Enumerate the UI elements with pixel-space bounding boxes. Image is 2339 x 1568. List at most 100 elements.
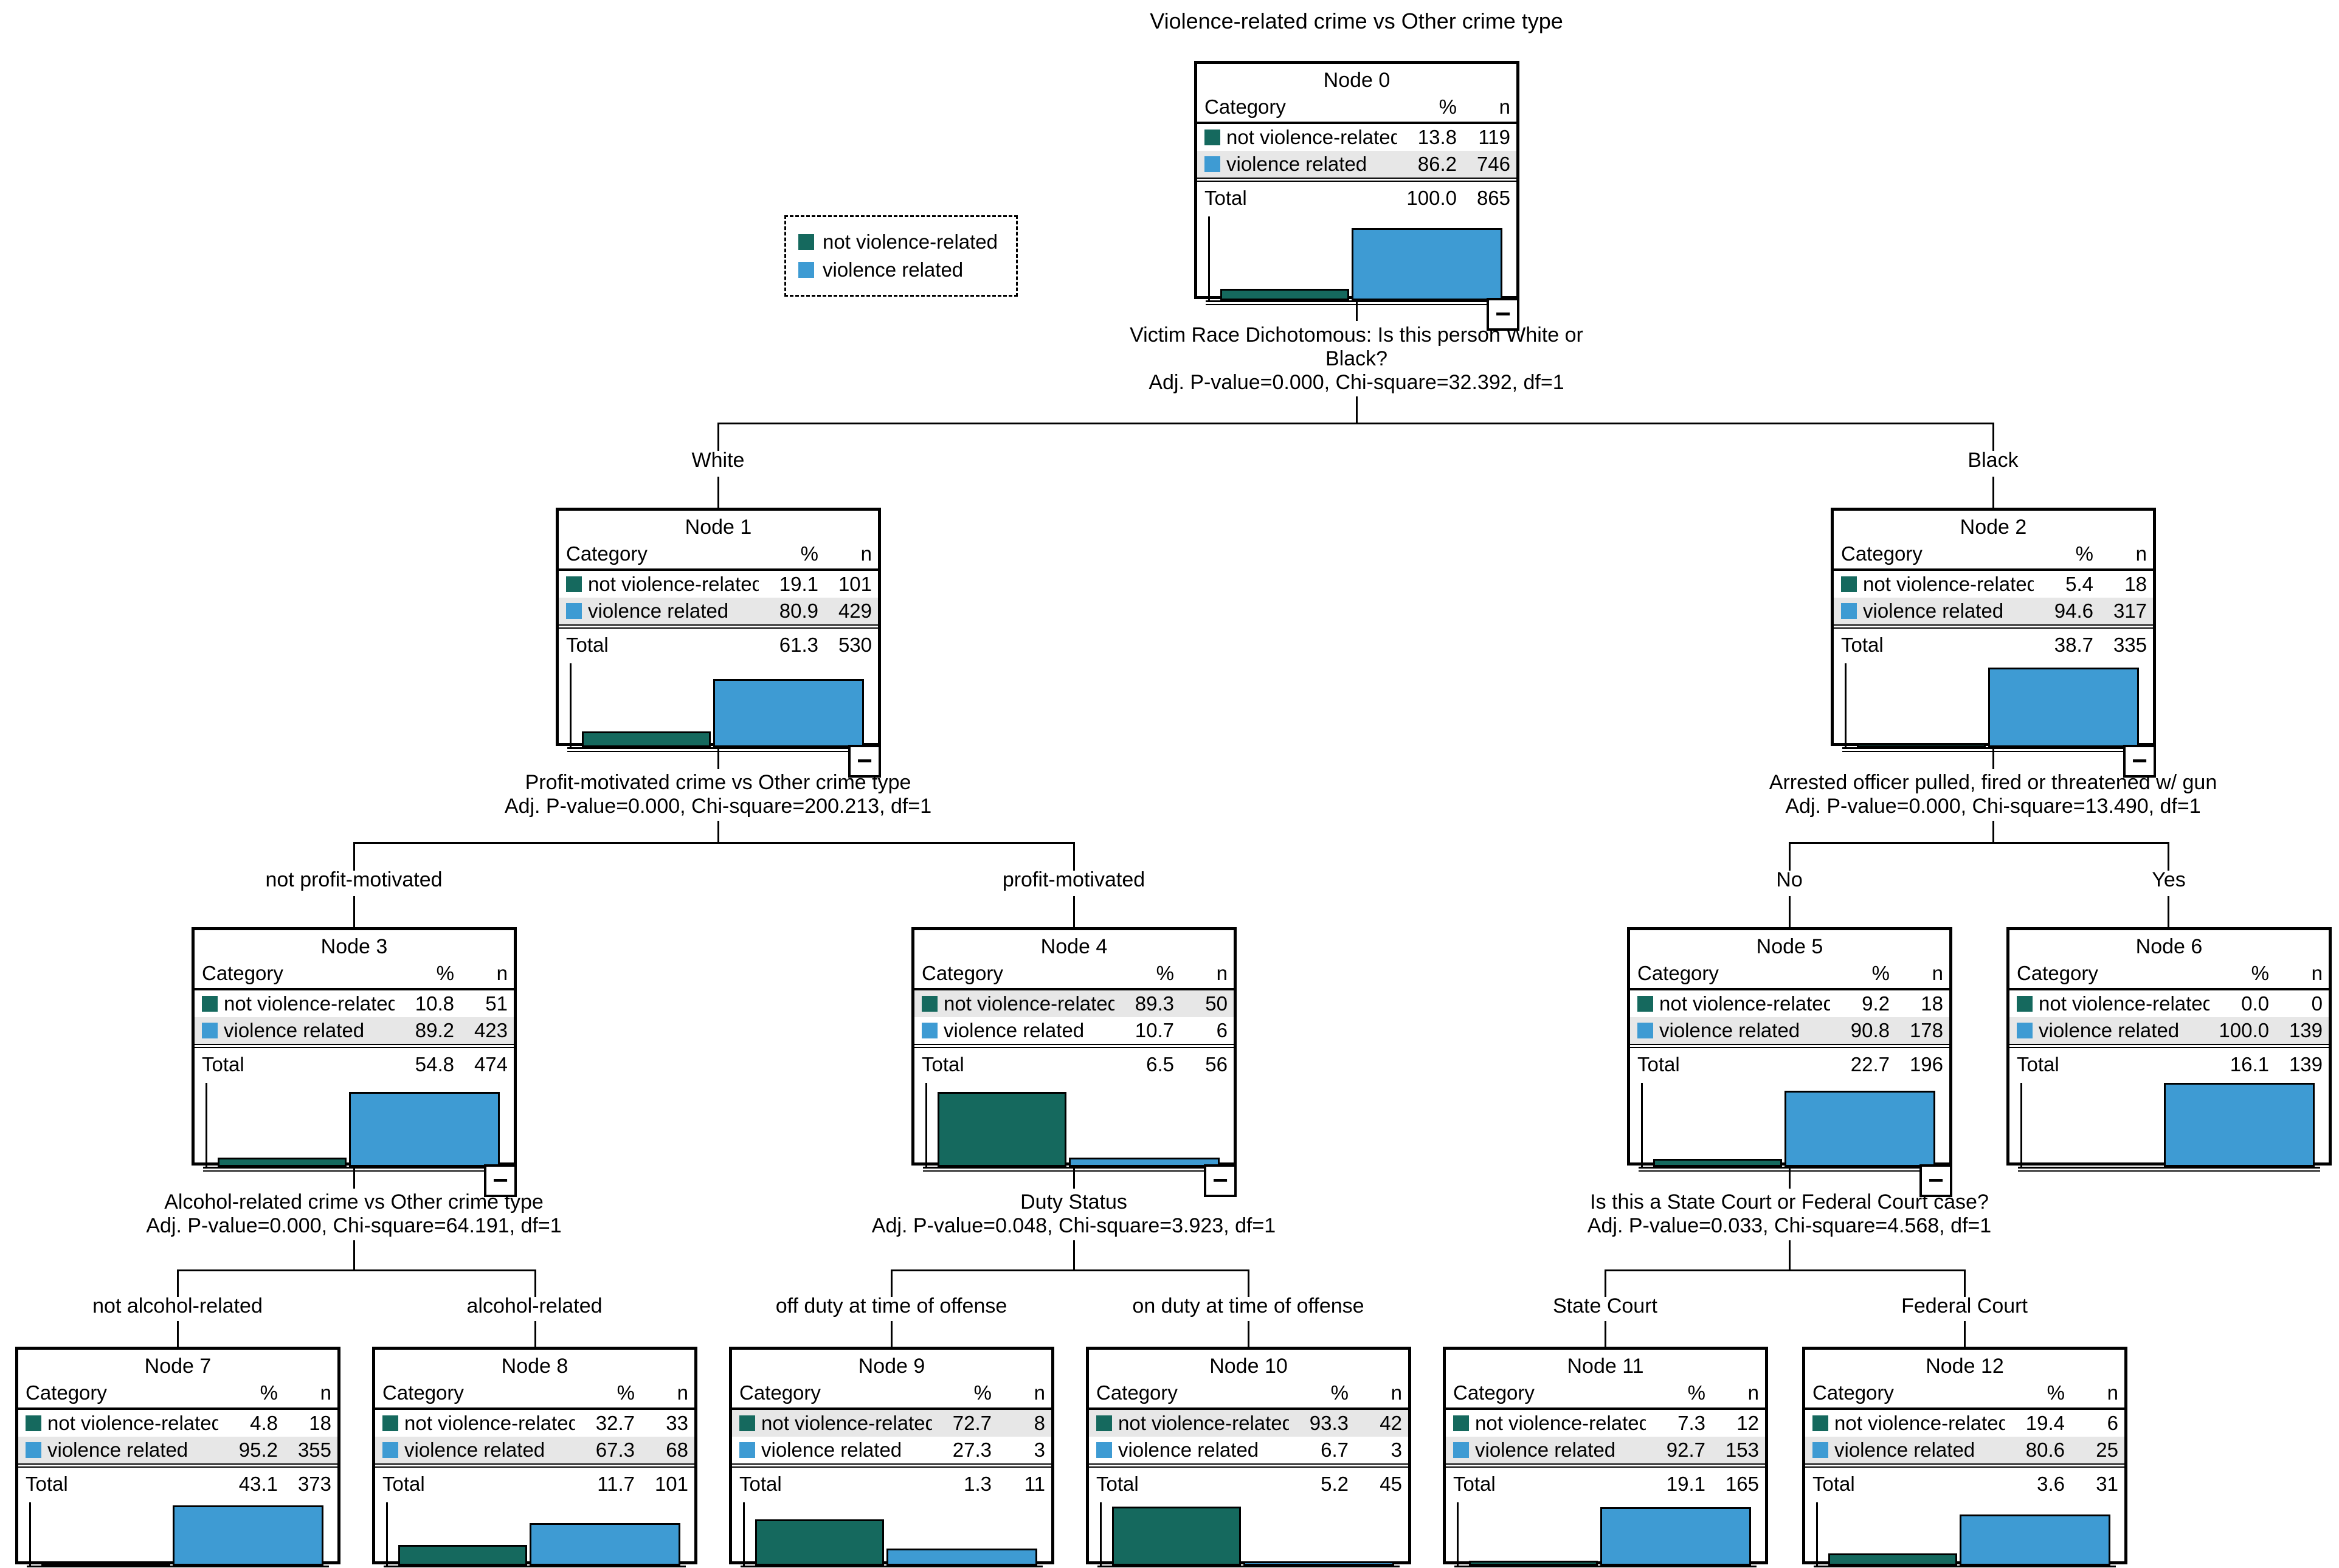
header-n: n [1178,960,1234,990]
swatch-violence-related-icon [1204,156,1220,172]
total-label: Total [1096,1473,1139,1495]
bar-not-violence-related [938,1092,1066,1167]
split-question: Duty Status [1020,1190,1127,1214]
header-category: Category [2009,960,2209,990]
connector-rail [1789,842,2169,844]
node-bar-chart [1454,1500,1757,1568]
total-n: 335 [2113,634,2147,656]
category-label: violence related [944,1019,1085,1041]
connector-line [177,1269,179,1297]
category-pct: 32.7 [595,1412,635,1434]
bar-not-violence-related [1857,743,1986,747]
legend-swatch-not-violence-related-icon [798,234,814,250]
chart-baseline [203,1167,505,1172]
header-pct: % [2005,1380,2068,1410]
category-label: violence related [1834,1438,1975,1461]
header-pct: % [932,1380,995,1410]
category-row: not violence-related 10.8 51 [195,989,514,1017]
total-row: Total 3.6 31 [1805,1466,2124,1498]
category-pct: 13.8 [1417,126,1457,148]
split-question: Alcohol-related crime vs Other crime typ… [164,1190,544,1214]
node-bar-chart [2018,1080,2320,1172]
total-n: 474 [474,1053,508,1076]
node-bar-chart [1097,1500,1400,1568]
connector-line [717,477,719,508]
node-table: Category % n not violence-related 0.0 0 … [2009,960,2329,1078]
category-row: violence related 27.3 3 [732,1437,1051,1468]
total-n: 139 [2289,1053,2323,1076]
category-n: 12 [1736,1412,1759,1434]
total-row: Total 5.2 45 [1089,1466,1408,1498]
connector-line [1073,896,1075,927]
node-bar-chart [1206,214,1508,305]
category-row: not violence-related 32.7 33 [375,1409,694,1437]
legend-item: not violence-related [798,230,998,254]
total-label: Total [739,1473,782,1495]
swatch-not-violence-related-icon [382,1415,398,1431]
table-header-row: Category % n [195,960,514,990]
branch-label-state-court: State Court [1553,1294,1657,1318]
category-label: violence related [404,1438,545,1461]
category-n: 119 [1478,126,1510,148]
swatch-violence-related-icon [26,1442,41,1458]
swatch-violence-related-icon [739,1442,755,1458]
category-pct: 9.2 [1862,992,1890,1015]
collapse-button[interactable]: − [1487,298,1519,331]
category-n: 139 [2273,1017,2329,1048]
chart-baseline [1097,1566,1400,1568]
connector-line [1356,396,1358,424]
collapse-button[interactable]: − [1919,1164,1952,1197]
table-header-row: Category % n [559,541,878,571]
category-n: 68 [638,1437,694,1468]
branch-label-on-duty: on duty at time of offense [1132,1294,1364,1318]
category-label: not violence-related [761,1412,932,1434]
bar-violence-related [1243,1561,1394,1566]
category-n: 429 [822,598,878,629]
category-n: 18 [2124,573,2147,595]
category-label: not violence-related [588,573,759,595]
header-pct: % [759,541,822,571]
collapse-button[interactable]: − [2123,745,2156,778]
category-label: violence related [1659,1019,1800,1041]
category-label: violence related [1118,1438,1259,1461]
category-label: not violence-related [47,1412,218,1434]
connector-rail [891,1269,1249,1271]
header-pct: % [2209,960,2273,990]
node-3: Node 3 Category % n not violence-related… [192,927,517,1197]
connector-line [1964,1269,1966,1297]
header-n: n [1352,1380,1408,1410]
branch-label-yes: Yes [2152,868,2186,891]
chart-y-axis [1100,1502,1102,1566]
collapse-button[interactable]: − [484,1164,517,1197]
category-pct: 92.7 [1646,1437,1709,1468]
chart-baseline [1639,1167,1941,1172]
category-label: not violence-related [2039,992,2209,1015]
collapse-button[interactable]: − [848,745,881,778]
node-7: Node 7 Category % n not violence-related… [15,1347,340,1568]
category-pct: 4.8 [250,1412,278,1434]
category-row: violence related 92.7 153 [1446,1437,1765,1468]
header-category: Category [1805,1380,2005,1410]
node-2: Node 2 Category % n not violence-related… [1831,508,2156,778]
node-title: Node 0 [1323,69,1391,92]
category-label: not violence-related [1863,573,2034,595]
category-row: not violence-related 13.8 119 [1197,123,1516,151]
header-category: Category [195,960,395,990]
category-row: violence related 90.8 178 [1630,1017,1949,1048]
node-title: Node 11 [1567,1355,1644,1378]
table-header-row: Category % n [1805,1380,2124,1410]
header-n: n [1709,1380,1765,1410]
category-label: violence related [47,1438,188,1461]
total-row: Total 22.7 196 [1630,1046,1949,1079]
bar-violence-related [1784,1091,1935,1167]
connector-line [717,821,719,844]
header-category: Category [18,1380,218,1410]
connector-line [1992,821,1994,844]
branch-label-alcohol-related: alcohol-related [466,1294,603,1318]
total-row: Total 6.5 56 [914,1046,1234,1079]
node-bar-chart [923,1080,1225,1172]
bar-violence-related [2164,1083,2315,1167]
node-table: Category % n not violence-related 89.3 5… [914,960,1234,1078]
node-title: Node 4 [1040,935,1108,958]
collapse-button[interactable]: − [1204,1164,1237,1197]
